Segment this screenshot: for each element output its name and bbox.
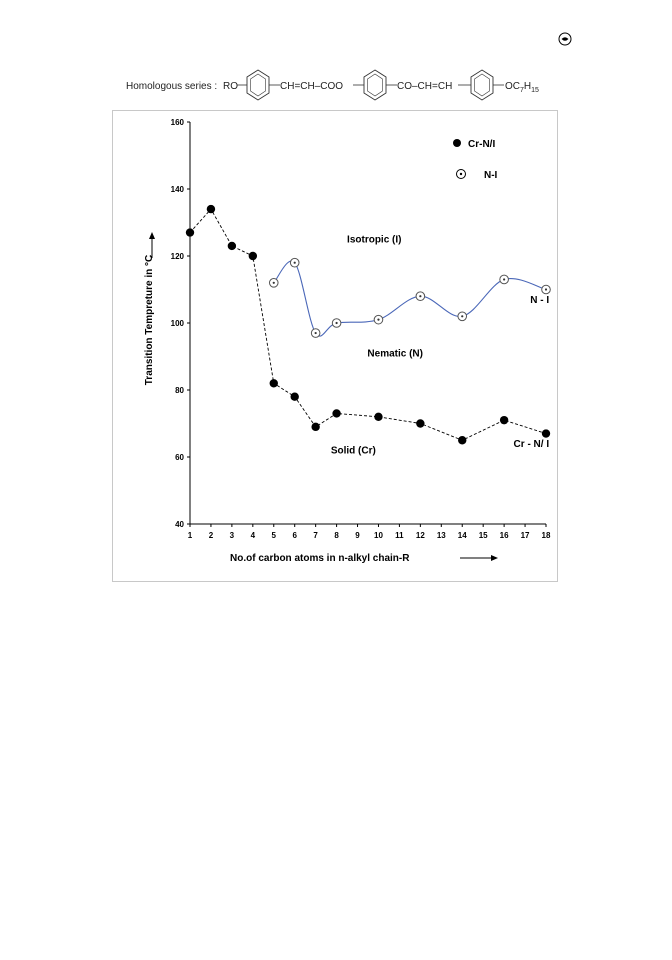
point-cr-ni [311, 422, 320, 432]
benzene-ring-1 [246, 69, 270, 101]
legend: Cr-N/I N-I [453, 139, 498, 181]
region-label: N - I [530, 295, 549, 306]
point-cr-ni [206, 204, 216, 214]
point-ni [499, 274, 509, 285]
point-cr-ni [248, 251, 258, 261]
formula-alkoxy-group: OC7H15 [505, 81, 539, 94]
corner-circle-icon [558, 32, 572, 46]
homologous-series-formula: Homologous series : RO CH=CH–COO CO–CH=C… [126, 69, 539, 101]
y-tick-label: 60 [175, 453, 184, 462]
point-cr-ni [374, 412, 383, 421]
series-points [185, 204, 551, 445]
x-tick-label: 7 [313, 531, 318, 540]
x-tick-label: 17 [521, 531, 530, 540]
x-tick-label: 14 [458, 531, 467, 540]
point-ni [541, 284, 551, 295]
y-tick-label: 140 [171, 185, 185, 194]
x-axis-arrow [460, 555, 498, 561]
y-axis-title: Transition Tempreture in °C [144, 255, 155, 386]
chart-frame [112, 110, 558, 582]
x-axis-ticks: 1 2 3 4 5 6 7 8 9 10 11 12 13 14 15 16 17 18 [188, 524, 551, 540]
x-tick-label: 1 [188, 531, 193, 540]
x-tick-label: 18 [542, 531, 551, 540]
x-axis-title: No.of carbon atoms in n-alkyl chain-R [230, 553, 410, 564]
x-tick-label: 12 [416, 531, 425, 540]
series-line-ni [273, 260, 547, 337]
region-label: Solid (Cr) [331, 446, 376, 457]
region-label: Isotropic (I) [347, 235, 401, 246]
x-tick-label: 4 [251, 531, 256, 540]
point-ni [457, 311, 468, 322]
x-tick-label: 8 [334, 531, 339, 540]
x-tick-label: 2 [209, 531, 214, 540]
x-tick-label: 15 [479, 531, 488, 540]
benzene-ring-3 [470, 69, 494, 101]
region-label: Cr - N/ I [514, 439, 550, 450]
point-ni [289, 257, 300, 268]
series-label: Homologous series : [126, 81, 217, 92]
point-cr-ni [499, 415, 509, 425]
point-cr-ni [269, 379, 278, 388]
legend-label-ni: N-I [484, 170, 498, 181]
y-axis-ticks: 40 60 80 100 120 140 160 [171, 118, 190, 529]
point-ni [373, 314, 384, 325]
point-ni [331, 318, 342, 328]
x-tick-label: 6 [292, 531, 297, 540]
y-tick-label: 40 [175, 520, 184, 529]
y-axis-arrow [149, 232, 155, 258]
point-ni [310, 328, 321, 338]
x-tick-label: 5 [272, 531, 277, 540]
point-cr-ni [332, 409, 341, 418]
x-tick-label: 16 [500, 531, 509, 540]
x-tick-label: 11 [395, 531, 404, 540]
formula-vinyl-ester-group: CH=CH–COO [280, 81, 343, 92]
y-tick-label: 160 [171, 118, 185, 127]
y-tick-label: 120 [171, 252, 185, 261]
point-cr-ni [458, 436, 467, 445]
point-ni [268, 278, 279, 288]
y-tick-label: 100 [171, 319, 185, 328]
point-cr-ni [185, 228, 195, 237]
x-tick-label: 3 [230, 531, 235, 540]
x-tick-label: 10 [374, 531, 383, 540]
legend-label-cr-ni: Cr-N/I [468, 139, 495, 150]
y-tick-label: 80 [175, 386, 184, 395]
region-label: Nematic (N) [367, 349, 423, 360]
chart-annotations: Isotropic (I) Nematic (N) Solid (Cr) N - I C… [331, 235, 550, 457]
point-cr-ni [227, 241, 237, 251]
x-tick-label: 13 [437, 531, 446, 540]
formula-ro-group: RO [223, 81, 238, 92]
point-cr-ni [541, 429, 551, 438]
benzene-ring-2 [363, 69, 387, 101]
legend-marker-cr-ni [453, 139, 461, 147]
point-cr-ni [290, 392, 299, 401]
formula-keto-vinyl-group: CO–CH=CH [397, 81, 452, 92]
point-ni [415, 291, 426, 301]
x-tick-label: 9 [355, 531, 360, 540]
point-cr-ni [416, 419, 425, 428]
